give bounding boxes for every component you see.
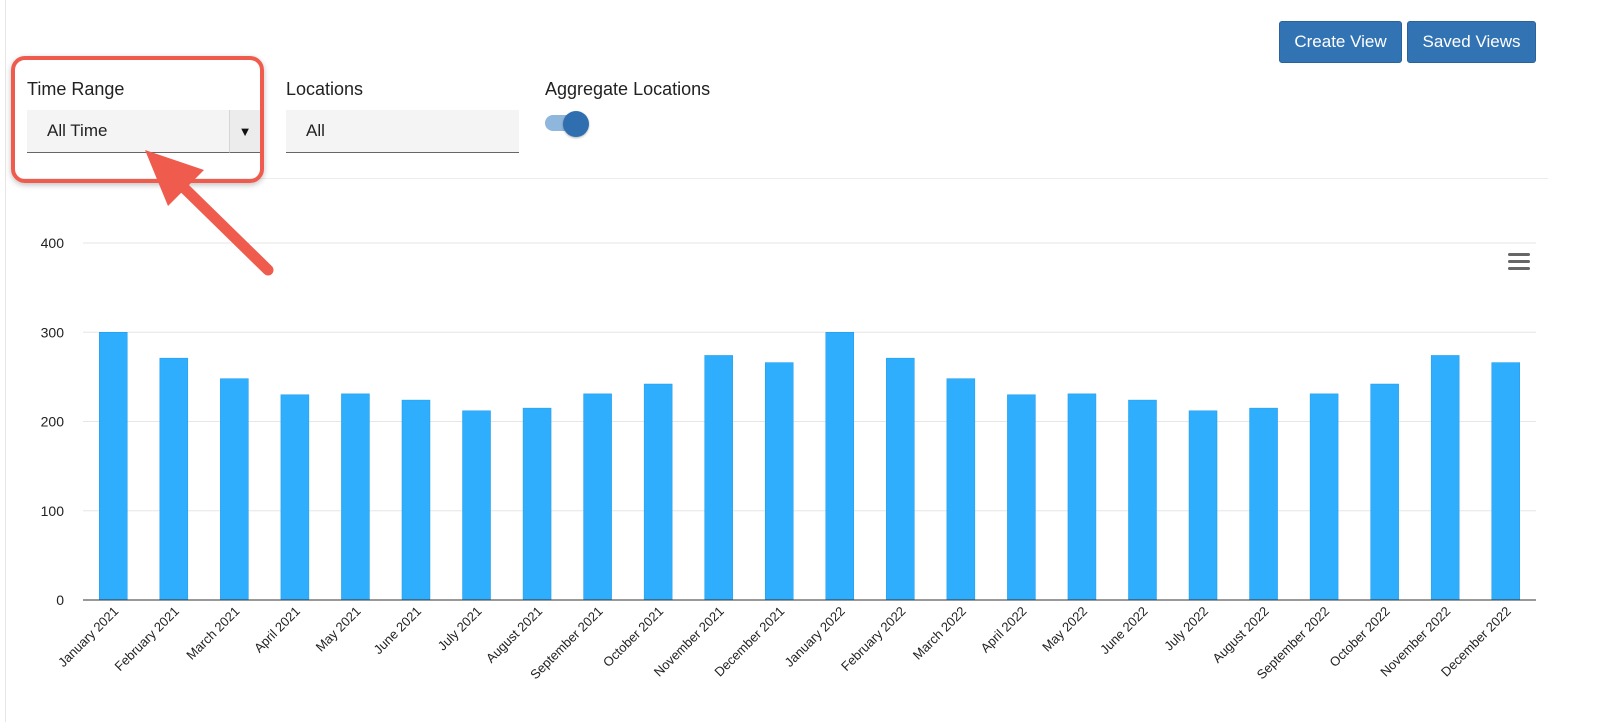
x-tick-label: August 2022 bbox=[1209, 604, 1271, 666]
x-tick-label: June 2022 bbox=[1097, 604, 1151, 658]
bar[interactable] bbox=[220, 378, 249, 601]
bar[interactable] bbox=[886, 357, 915, 601]
bar[interactable] bbox=[1188, 410, 1218, 601]
saved-views-button[interactable]: Saved Views bbox=[1407, 21, 1536, 63]
time-range-highlight-box bbox=[11, 56, 264, 183]
bar[interactable] bbox=[1007, 394, 1036, 601]
bar[interactable] bbox=[1491, 362, 1520, 601]
chevron-down-icon: ▼ bbox=[238, 123, 252, 139]
aggregate-locations-label: Aggregate Locations bbox=[545, 79, 711, 99]
bar[interactable] bbox=[764, 362, 794, 601]
bar[interactable] bbox=[1309, 393, 1339, 601]
chart-bars bbox=[99, 332, 1520, 601]
bar[interactable] bbox=[1249, 407, 1278, 601]
bar[interactable] bbox=[280, 394, 310, 601]
x-tick-label: May 2022 bbox=[1039, 604, 1090, 655]
x-tick-label: June 2021 bbox=[371, 604, 425, 658]
toggle-knob[interactable] bbox=[563, 111, 589, 137]
x-tick-label: January 2021 bbox=[55, 604, 121, 670]
bar[interactable] bbox=[401, 399, 431, 601]
y-axis: 0 100 200 300 400 bbox=[41, 235, 65, 608]
y-tick-label: 400 bbox=[41, 235, 65, 251]
x-tick-label: July 2021 bbox=[435, 604, 485, 654]
y-tick-label: 300 bbox=[41, 324, 65, 340]
x-tick-label: April 2022 bbox=[978, 604, 1030, 656]
x-tick-label: October 2021 bbox=[600, 604, 666, 670]
bar[interactable] bbox=[1128, 399, 1157, 601]
bar[interactable] bbox=[99, 332, 128, 601]
bar[interactable] bbox=[1370, 383, 1399, 601]
time-range-select[interactable]: All Time bbox=[27, 110, 229, 153]
bar[interactable] bbox=[1430, 355, 1460, 601]
x-tick-label: August 2021 bbox=[483, 604, 545, 666]
left-border bbox=[5, 0, 6, 722]
locations-label: Locations bbox=[286, 79, 364, 99]
bar[interactable] bbox=[704, 355, 733, 601]
create-view-button[interactable]: Create View bbox=[1279, 21, 1402, 63]
hamburger-menu-icon[interactable] bbox=[1508, 253, 1530, 270]
time-range-label: Time Range bbox=[27, 79, 125, 99]
x-tick-label: March 2022 bbox=[910, 604, 969, 663]
bar[interactable] bbox=[825, 332, 855, 601]
bar[interactable] bbox=[522, 407, 552, 601]
x-tick-label: May 2021 bbox=[313, 604, 364, 655]
x-tick-label: February 2022 bbox=[838, 604, 908, 674]
bar[interactable] bbox=[583, 393, 612, 601]
x-tick-label: February 2021 bbox=[112, 604, 182, 674]
x-tick-label: July 2022 bbox=[1161, 604, 1211, 654]
x-tick-label: March 2021 bbox=[183, 604, 242, 663]
bar[interactable] bbox=[159, 357, 189, 601]
locations-select[interactable]: All bbox=[286, 110, 519, 153]
bar[interactable] bbox=[341, 393, 370, 601]
y-tick-label: 100 bbox=[41, 503, 65, 519]
x-tick-label: October 2022 bbox=[1326, 604, 1392, 670]
bar[interactable] bbox=[946, 378, 976, 601]
bar[interactable] bbox=[1067, 393, 1097, 601]
time-range-dropdown-button[interactable]: ▼ bbox=[229, 110, 260, 153]
bar[interactable] bbox=[462, 410, 491, 601]
y-tick-label: 0 bbox=[56, 592, 64, 608]
x-tick-label: April 2021 bbox=[251, 604, 303, 656]
filter-divider bbox=[20, 178, 1548, 179]
chart-grid bbox=[83, 242, 1536, 512]
bar[interactable] bbox=[643, 383, 673, 601]
y-tick-label: 200 bbox=[41, 414, 65, 430]
x-tick-label: January 2022 bbox=[782, 604, 848, 670]
